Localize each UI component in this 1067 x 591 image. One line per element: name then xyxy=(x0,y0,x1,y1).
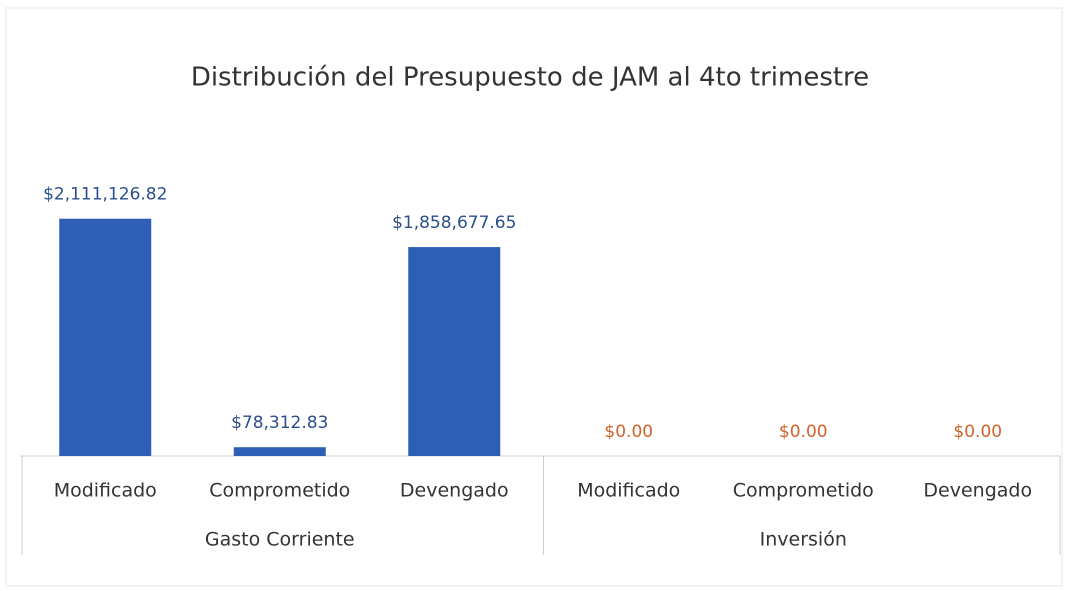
bar xyxy=(408,247,501,456)
x-tick-label: Devengado xyxy=(400,480,509,502)
value-label: $0.00 xyxy=(779,422,828,442)
value-label: $1,858,677.65 xyxy=(392,213,516,233)
bar xyxy=(59,218,152,456)
bar xyxy=(233,447,326,456)
group-label: Inversión xyxy=(760,529,847,551)
x-tick-label: Comprometido xyxy=(209,480,350,502)
x-tick-label: Modificado xyxy=(54,480,157,502)
x-tick-label: Comprometido xyxy=(733,480,874,502)
value-label: $78,312.83 xyxy=(231,413,328,433)
group-label: Gasto Corriente xyxy=(205,529,355,551)
x-tick-label: Devengado xyxy=(923,480,1032,502)
value-label: $0.00 xyxy=(604,422,653,442)
chart-title: Distribución del Presupuesto de JAM al 4… xyxy=(191,63,869,93)
x-tick-label: Modificado xyxy=(577,480,680,502)
chart-frame xyxy=(5,7,1063,587)
value-label: $0.00 xyxy=(953,422,1002,442)
value-label: $2,111,126.82 xyxy=(43,185,167,205)
